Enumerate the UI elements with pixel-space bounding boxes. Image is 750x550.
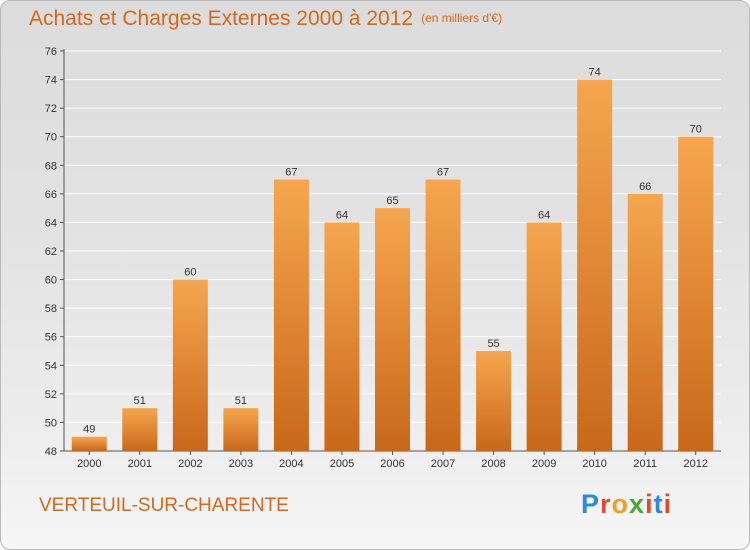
bar [425, 179, 461, 452]
y-tick-label: 66 [45, 189, 57, 201]
x-tick-label: 2010 [582, 458, 606, 470]
logo-letter: t [653, 489, 664, 519]
bar-value-label: 70 [690, 124, 702, 136]
bar [172, 279, 208, 451]
bar [273, 179, 309, 452]
labels: 48 50 52 54 56 58 60 62 64 66 68 70 72 74 76 49 2000 51 20… [45, 46, 708, 470]
x-tick-label: 2012 [683, 458, 707, 470]
x-tick-label: 2003 [229, 458, 253, 470]
x-tick-label: 2000 [77, 458, 101, 470]
x-tick-label: 2002 [178, 458, 202, 470]
bar-value-label: 67 [437, 167, 449, 179]
y-tick-label: 74 [45, 75, 57, 87]
y-tick-label: 58 [45, 303, 57, 315]
bar-value-label: 65 [386, 195, 398, 207]
y-tick-label: 76 [45, 46, 57, 58]
bar [678, 136, 714, 451]
bar-value-label: 49 [83, 424, 95, 436]
proxiti-logo: Proxiti [581, 489, 672, 520]
bar [577, 79, 613, 452]
chart-unit: (en milliers d'€) [421, 11, 503, 25]
bar [526, 222, 562, 451]
x-tick-label: 2005 [330, 458, 354, 470]
y-tick-label: 62 [45, 246, 57, 258]
bar [627, 193, 663, 451]
bar [375, 208, 410, 451]
logo-letter: P [581, 489, 601, 519]
bar-value-label: 67 [285, 167, 297, 179]
logo-letter: i [663, 489, 673, 519]
bar [122, 408, 158, 451]
bar [71, 436, 107, 451]
x-tick-label: 2007 [431, 458, 455, 470]
y-tick-label: 48 [45, 446, 57, 458]
bar-value-label: 74 [589, 67, 601, 79]
logo-letter: r [600, 489, 612, 519]
y-tick-label: 50 [45, 417, 57, 429]
x-tick-label: 2009 [532, 458, 556, 470]
logo-letter: x [629, 489, 646, 519]
logo-letter: i [645, 489, 654, 519]
bar [324, 222, 360, 451]
bar-value-label: 66 [639, 181, 651, 193]
bar-value-label: 51 [235, 395, 247, 407]
bar-value-label: 64 [336, 209, 348, 221]
y-tick-label: 54 [45, 360, 57, 372]
y-tick-label: 64 [45, 217, 57, 229]
x-tick-label: 2006 [380, 458, 404, 470]
x-tick-label: 2004 [279, 458, 303, 470]
bar-value-label: 60 [184, 267, 196, 279]
y-tick-label: 56 [45, 332, 57, 344]
bar [476, 351, 512, 451]
y-tick-label: 72 [45, 103, 57, 115]
chart-title-text: Achats et Charges Externes 2000 à 2012 [29, 7, 414, 30]
bars [71, 79, 714, 452]
x-tick-label: 2001 [128, 458, 152, 470]
logo-letter: o [611, 489, 630, 519]
y-tick-label: 52 [45, 389, 57, 401]
bar [223, 408, 259, 451]
bar-value-label: 55 [487, 338, 499, 350]
chart-title: Achats et Charges Externes 2000 à 2012 (e… [29, 7, 502, 31]
y-tick-label: 68 [45, 160, 57, 172]
x-tick-label: 2011 [633, 458, 657, 470]
bar-value-label: 51 [134, 395, 146, 407]
y-tick-label: 70 [45, 132, 57, 144]
bar-value-label: 64 [538, 209, 550, 221]
x-tick-label: 2008 [481, 458, 505, 470]
commune-name: VERTEUIL-SUR-CHARENTE [39, 495, 289, 516]
y-tick-label: 60 [45, 275, 57, 287]
